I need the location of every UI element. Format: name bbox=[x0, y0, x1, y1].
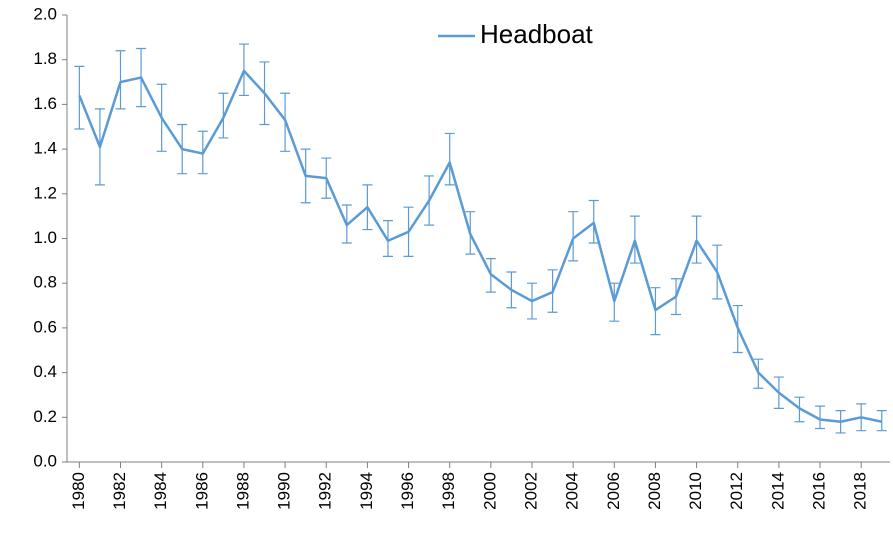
x-tick-label: 2010 bbox=[686, 472, 705, 510]
y-tick-label: 0.2 bbox=[33, 407, 57, 426]
y-tick-label: 2.0 bbox=[33, 4, 57, 23]
x-tick-label: 2016 bbox=[810, 472, 829, 510]
x-tick-label: 1998 bbox=[439, 472, 458, 510]
error-bar bbox=[444, 132, 455, 186]
x-tick-label: 2012 bbox=[727, 472, 746, 510]
legend-label: Headboat bbox=[480, 19, 594, 49]
x-tick-label: 1984 bbox=[151, 472, 170, 510]
y-tick-label: 1.0 bbox=[33, 228, 57, 247]
x-tick-label: 2014 bbox=[768, 472, 787, 510]
x-tick-label: 1988 bbox=[233, 472, 252, 510]
x-tick-label: 2018 bbox=[851, 472, 870, 510]
y-tick-label: 0.8 bbox=[33, 273, 57, 292]
x-tick-label: 2000 bbox=[480, 472, 499, 510]
y-tick-label: 0.4 bbox=[33, 362, 57, 381]
x-tick-label: 1994 bbox=[357, 472, 376, 510]
y-tick-label: 0.0 bbox=[33, 451, 57, 470]
x-tick-label: 2002 bbox=[521, 472, 540, 510]
error-bar bbox=[115, 50, 126, 110]
data-line bbox=[78, 69, 883, 424]
x-tick-label: 1992 bbox=[316, 472, 335, 510]
x-tick-label: 2006 bbox=[604, 472, 623, 510]
x-tick-label: 2008 bbox=[645, 472, 664, 510]
y-tick-label: 1.6 bbox=[33, 94, 57, 113]
x-tick-label: 2004 bbox=[563, 472, 582, 510]
x-tick-label: 1990 bbox=[275, 472, 294, 510]
x-tick-label: 1980 bbox=[69, 472, 88, 510]
error-bar bbox=[568, 211, 579, 262]
y-tick-label: 0.6 bbox=[33, 317, 57, 336]
y-tick-label: 1.2 bbox=[33, 183, 57, 202]
x-tick-label: 1996 bbox=[398, 472, 417, 510]
y-tick-label: 1.4 bbox=[33, 139, 57, 158]
y-tick-label: 1.8 bbox=[33, 49, 57, 68]
x-tick-label: 1982 bbox=[110, 472, 129, 510]
x-tick-label: 1986 bbox=[192, 472, 211, 510]
error-bar bbox=[815, 405, 826, 430]
